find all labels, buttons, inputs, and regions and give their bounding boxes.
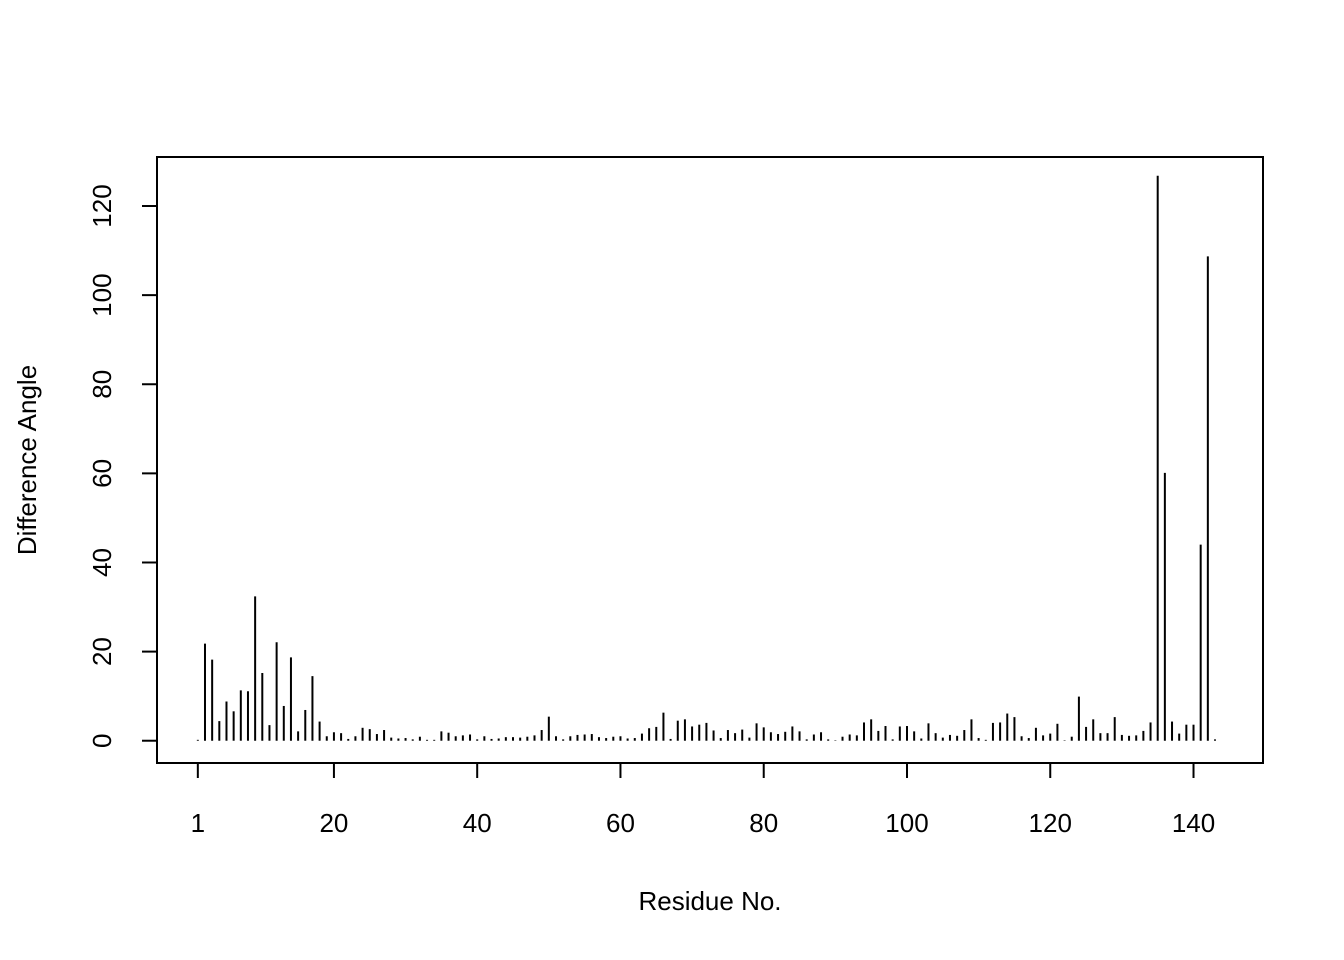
y-tick-label: 120 xyxy=(87,184,117,227)
y-tick-label: 60 xyxy=(87,459,117,488)
x-tick-label: 80 xyxy=(749,808,778,838)
y-tick-label: 80 xyxy=(87,370,117,399)
y-axis: 0 20 40 60 80 100 120 xyxy=(87,184,158,748)
y-tick-label: 0 xyxy=(87,733,117,747)
x-tick-label: 1 xyxy=(191,808,205,838)
x-tick-label: 60 xyxy=(606,808,635,838)
x-tick-label: 140 xyxy=(1172,808,1215,838)
x-tick-label: 120 xyxy=(1029,808,1072,838)
y-tick-label: 100 xyxy=(87,273,117,316)
y-tick-label: 40 xyxy=(87,548,117,577)
bar-series xyxy=(196,175,1217,741)
x-tick-label: 20 xyxy=(319,808,348,838)
y-axis-title: Difference Angle xyxy=(12,365,42,555)
plot-frame xyxy=(156,156,1264,764)
x-axis-title: Residue No. xyxy=(638,886,781,916)
y-tick-label: 20 xyxy=(87,637,117,666)
x-axis: 1 20 40 60 80 100 120 140 xyxy=(191,762,1215,838)
x-tick-label: 40 xyxy=(463,808,492,838)
x-tick-label: 100 xyxy=(885,808,928,838)
